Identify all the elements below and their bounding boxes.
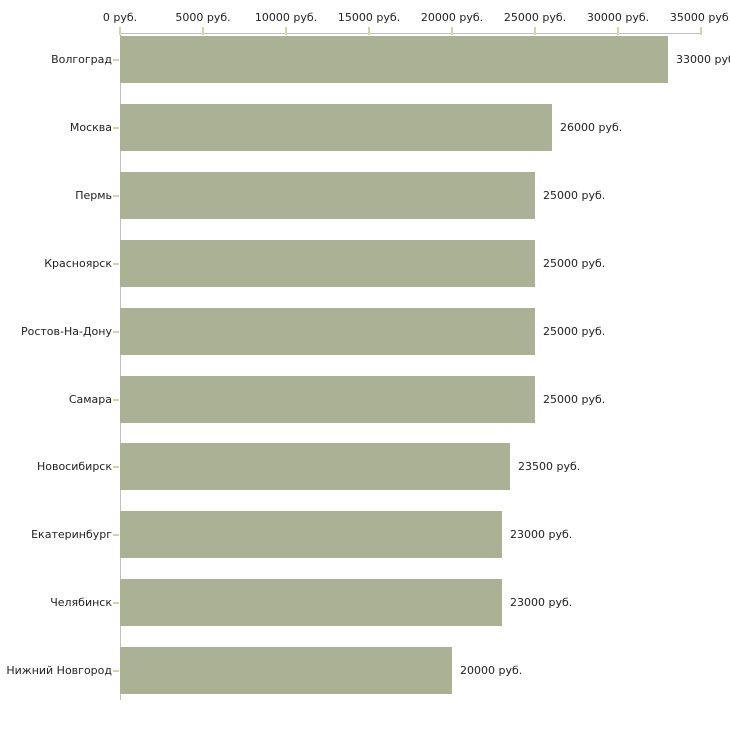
category-label: Красноярск [44, 257, 112, 270]
y-axis-tick [113, 399, 119, 401]
x-axis-tick [451, 27, 453, 35]
category-label: Челябинск [50, 596, 112, 609]
y-axis-tick [113, 670, 119, 672]
x-axis-tick [285, 27, 287, 35]
value-label: 23000 руб. [510, 528, 573, 541]
value-label: 23500 руб. [518, 460, 581, 473]
value-label: 26000 руб. [560, 121, 623, 134]
y-axis-tick [113, 602, 119, 604]
value-label: 20000 руб. [460, 664, 523, 677]
x-axis-tick-label: 35000 руб. [669, 11, 730, 24]
y-axis-tick [113, 127, 119, 129]
category-label: Ростов-На-Дону [20, 325, 112, 338]
bar [120, 240, 535, 287]
value-label: 25000 руб. [543, 325, 606, 338]
category-label: Москва [69, 121, 112, 134]
y-axis-tick [113, 534, 119, 536]
category-label: Новосибирск [36, 460, 112, 473]
x-axis-line [120, 33, 702, 34]
x-axis-tick [119, 27, 121, 35]
bar [120, 579, 502, 626]
category-label: Волгоград [51, 53, 112, 66]
value-label: 25000 руб. [543, 257, 606, 270]
value-label: 33000 руб [676, 53, 730, 66]
x-axis-tick [202, 27, 204, 35]
category-label: Пермь [75, 189, 112, 202]
y-axis-tick [113, 331, 119, 333]
x-axis-tick-label: 30000 руб. [586, 11, 650, 24]
category-label: Нижний Новгород [6, 664, 112, 677]
y-axis-tick [113, 466, 119, 468]
bar [120, 443, 510, 490]
x-axis-tick [534, 27, 536, 35]
bar [120, 36, 668, 83]
value-label: 25000 руб. [543, 393, 606, 406]
x-axis-tick [617, 27, 619, 35]
x-axis-tick [368, 27, 370, 35]
y-axis-tick [113, 195, 119, 197]
bar [120, 511, 502, 558]
x-axis-tick-label: 5000 руб. [175, 11, 231, 24]
x-axis-tick-label: 10000 руб. [254, 11, 318, 24]
x-axis-tick [700, 27, 702, 35]
bar [120, 647, 452, 694]
y-axis-line [120, 33, 121, 700]
value-label: 23000 руб. [510, 596, 573, 609]
category-label: Самара [68, 393, 112, 406]
x-axis-tick-label: 15000 руб. [337, 11, 401, 24]
category-label: Екатеринбург [31, 528, 112, 541]
x-axis-tick-label: 0 руб. [102, 11, 138, 24]
bar [120, 308, 535, 355]
x-axis-tick-label: 25000 руб. [503, 11, 567, 24]
value-label: 25000 руб. [543, 189, 606, 202]
y-axis-tick [113, 59, 119, 61]
bar [120, 172, 535, 219]
x-axis-tick-label: 20000 руб. [420, 11, 484, 24]
bar [120, 104, 552, 151]
y-axis-tick [113, 263, 119, 265]
bar [120, 376, 535, 423]
